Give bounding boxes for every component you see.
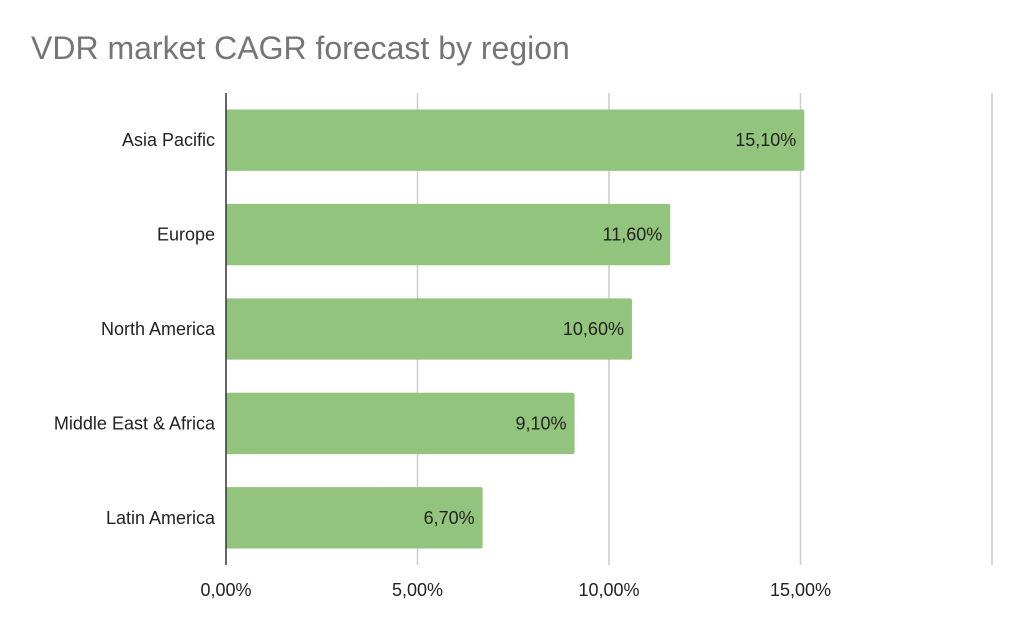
bar — [226, 298, 632, 360]
x-tick-label: 10,00% — [578, 580, 639, 600]
data-label: 9,10% — [515, 413, 566, 433]
bar — [226, 487, 483, 549]
bars — [226, 109, 805, 549]
data-label: 15,10% — [735, 130, 796, 150]
bar — [226, 392, 575, 455]
x-tick-label: 15,00% — [770, 580, 831, 600]
x-tick-label: 0,00% — [200, 580, 251, 600]
bar — [226, 203, 671, 266]
category-label: Asia Pacific — [122, 130, 215, 150]
category-label: Latin America — [106, 508, 216, 528]
bar — [226, 109, 805, 171]
category-label: North America — [101, 319, 216, 339]
labels: 0,00% 5,00% 10,00% 15,00% Asia Pacific 15,10%… — [54, 130, 831, 600]
data-label: 11,60% — [603, 225, 663, 245]
category-label: Middle East & Africa — [54, 413, 216, 433]
data-label: 6,70% — [424, 508, 475, 528]
x-tick-label: 5,00% — [392, 580, 443, 600]
data-label: 10,60% — [563, 319, 624, 339]
category-label: Europe — [157, 225, 215, 245]
chart-title: VDR market CAGR forecast by region — [31, 30, 570, 66]
